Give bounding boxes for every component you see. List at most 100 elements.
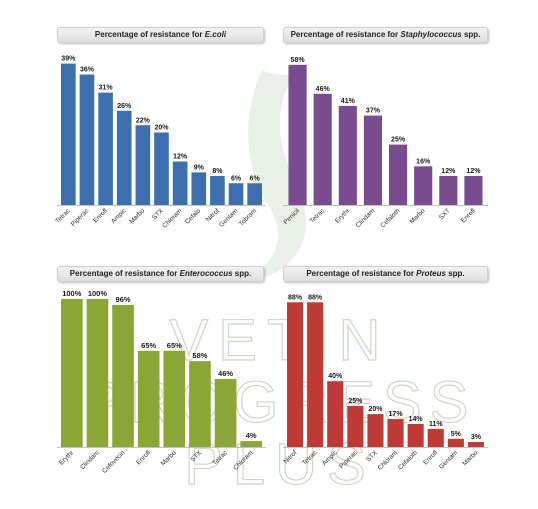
- bar-gentam: [228, 183, 244, 205]
- bar-marbo: [135, 125, 151, 205]
- chart-title-organism: Proteus: [416, 269, 446, 278]
- bar-cefalo: [191, 172, 207, 205]
- data-label: 100%: [88, 289, 108, 298]
- data-label: 100%: [62, 289, 82, 298]
- data-label: 39%: [61, 56, 76, 63]
- x-tick-label: Gentam: [438, 449, 459, 470]
- bar-chart-enterococcus: 100% Erythr 100% Clindam 96% Cefovecin 65% Enro…: [57, 289, 266, 475]
- data-label: 65%: [167, 341, 182, 350]
- bar-chart-ecoli: 39%Tetrac36%Piperac31%Enrofl26%Ampic22%M…: [54, 56, 266, 230]
- data-label: 88%: [288, 294, 303, 301]
- bar-stx: [189, 361, 211, 447]
- bar-nitrof: [210, 176, 225, 205]
- x-tick-label: SXT: [438, 207, 452, 221]
- bar-nitrof: [287, 302, 304, 447]
- x-tick-label: Tetrac: [212, 449, 230, 467]
- bar-gentam: [447, 438, 464, 447]
- x-tick-label: Ampic: [321, 449, 339, 467]
- x-tick-label: Marbo: [128, 207, 146, 225]
- bar-tetrac: [307, 302, 324, 447]
- x-tick-label: Tetrac: [309, 207, 327, 225]
- data-label: 17%: [389, 411, 404, 418]
- bar-piperac: [347, 405, 364, 447]
- bar-tetrac: [214, 378, 237, 447]
- data-label: 31%: [99, 85, 114, 92]
- chart-title-organism: Enterococcus: [179, 269, 233, 278]
- data-label: 40%: [328, 373, 343, 380]
- bar-erythr: [338, 105, 357, 205]
- bar-marbo: [163, 350, 186, 447]
- bar-tetrac: [313, 93, 332, 205]
- data-label: 6%: [250, 175, 261, 182]
- x-tick-label: Tobram: [238, 207, 258, 227]
- data-label: 58%: [291, 57, 306, 64]
- data-label: 25%: [391, 137, 406, 144]
- bar-cefovecin: [112, 304, 134, 447]
- x-tick-label: STX: [151, 207, 165, 221]
- x-tick-label: Cefalo: [184, 207, 203, 226]
- data-label: 20%: [154, 125, 169, 132]
- bar-tetrac: [61, 63, 76, 205]
- data-label: 12%: [466, 168, 481, 175]
- bar-penicil: [288, 64, 307, 205]
- x-tick-label: STX: [189, 449, 203, 463]
- chart-title-organism: E.coli: [204, 30, 227, 39]
- chart-title-organism: Staphylococcus: [400, 30, 462, 39]
- data-label: 41%: [341, 98, 356, 105]
- data-label: 11%: [429, 421, 443, 428]
- bar-chart-staphylococcus: 58% Penicil 46% Tetrac 41% Erythr 37% Clindam 25…: [282, 57, 488, 230]
- x-tick-label: Clindam: [79, 449, 101, 471]
- data-label: 16%: [416, 158, 431, 165]
- data-label: 9%: [194, 164, 205, 171]
- x-tick-label: Chloram: [161, 207, 183, 229]
- chart-title-prefix: Percentage of resistance for: [94, 30, 205, 39]
- bar-enrofl: [98, 92, 113, 205]
- x-tick-label: Cefovecin: [101, 449, 127, 475]
- bar-cefaloth: [389, 144, 408, 205]
- bar-chloram: [387, 419, 404, 447]
- chart-title-suffix: spp.: [445, 269, 465, 278]
- bar-tobram: [247, 183, 262, 205]
- data-label: 58%: [192, 351, 207, 360]
- bar-ampic: [116, 110, 132, 205]
- x-tick-label: Nitrof: [205, 207, 221, 223]
- x-tick-label: Tetrac: [301, 449, 319, 467]
- bar-enrofl: [137, 350, 160, 447]
- x-tick-label: Enrofl: [92, 207, 109, 224]
- chart-title-enterococcus: Percentage of resistance for Enterococcu…: [57, 266, 264, 282]
- data-label: 14%: [409, 416, 424, 423]
- x-tick-label: Marbo: [160, 449, 178, 467]
- data-label: 8%: [212, 168, 223, 175]
- data-label: 25%: [348, 398, 363, 405]
- x-tick-label: Marbo: [461, 449, 479, 467]
- chart-title-prefix: Percentage of resistance for: [69, 269, 180, 278]
- bar-enrofl: [464, 176, 483, 205]
- x-tick-label: Erythr: [58, 449, 76, 467]
- x-tick-label: Cefaloth: [397, 449, 419, 471]
- bar-chloram: [172, 161, 188, 205]
- x-tick-label: Enrofl: [135, 449, 152, 466]
- x-tick-label: Marbo: [409, 207, 427, 225]
- bar-enrofl: [427, 428, 444, 447]
- bar-chart-proteus: 88% Nitrof 88% Tetrac 40% Ampic 25% Piperac 20% S…: [283, 294, 488, 472]
- bar-stx: [154, 132, 169, 205]
- data-label: 96%: [116, 295, 131, 304]
- data-label: 22%: [136, 117, 151, 124]
- x-tick-label: Chloram: [377, 449, 399, 471]
- data-label: 65%: [141, 341, 156, 350]
- data-label: 12%: [441, 168, 456, 175]
- chart-title-proteus: Percentage of resistance for Proteus spp…: [283, 266, 488, 282]
- data-label: 26%: [117, 103, 132, 110]
- data-label: 46%: [218, 369, 233, 378]
- x-tick-label: Chloram: [232, 449, 254, 471]
- bar-chloram: [240, 441, 262, 447]
- bar-ampic: [327, 381, 344, 447]
- x-tick-label: Ampic: [110, 207, 128, 225]
- x-tick-label: Erythr: [334, 207, 352, 225]
- data-label: 6%: [231, 175, 242, 182]
- data-label: 5%: [451, 431, 462, 438]
- x-tick-label: Gentam: [218, 207, 239, 228]
- x-tick-label: Nitrof: [283, 449, 299, 465]
- bar-cefaloth: [407, 423, 424, 447]
- x-tick-label: Piperac: [338, 449, 359, 470]
